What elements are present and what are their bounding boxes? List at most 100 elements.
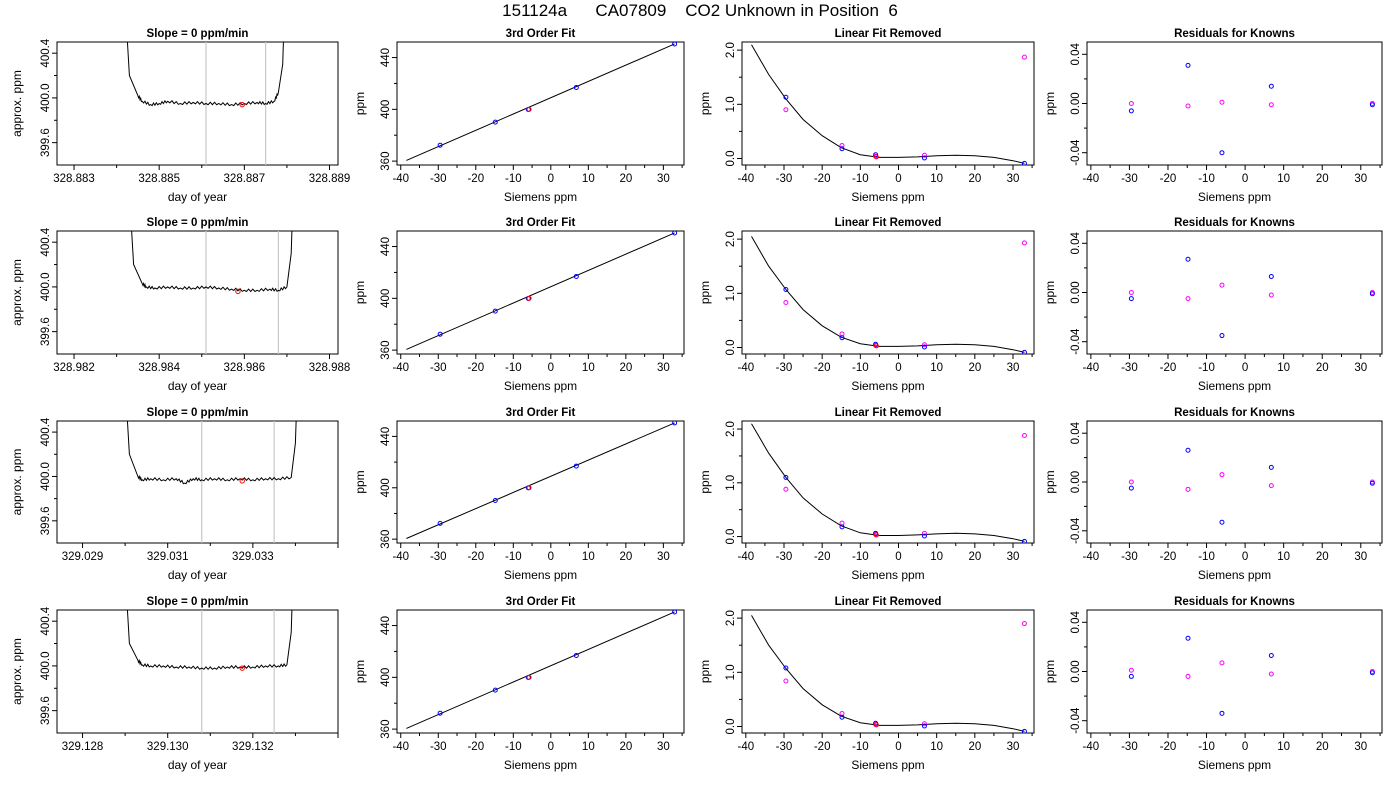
x-tick-label: -10 [505,362,522,374]
panel-title: 3rd Order Fit [506,217,576,229]
x-tick-label: -40 [1083,551,1100,563]
y-axis-label: ppm [353,470,367,493]
panel-title: Residuals for Knowns [1174,28,1295,40]
y-tick-label: 399.6 [40,317,52,346]
unknown-point [873,722,879,728]
y-axis-label: ppm [353,281,367,304]
y-tick-label: 1.0 [725,285,737,301]
unknown-point [873,343,879,349]
fit-curve [751,615,1025,732]
magenta-point [783,486,789,492]
x-tick-label: -30 [430,173,447,185]
fit-line [406,232,675,350]
x-tick-label: -30 [776,362,793,374]
y-tick-label: 440 [380,427,392,446]
magenta-point [1268,483,1274,489]
x-tick-label: 10 [1277,551,1290,563]
panel-title: Slope = 0 ppm/min [147,217,249,229]
x-tick-label: 20 [619,741,632,753]
known-point [1369,670,1375,676]
unknown-point [873,154,879,160]
panel-9: Slope = 0 ppm/min 329.029 329.031 329.033 39… [10,407,339,582]
magenta-point [1219,282,1225,288]
known-point [437,710,443,716]
magenta-point [1219,472,1225,478]
y-axis-label: ppm [353,92,367,115]
x-tick-label: -10 [505,551,522,563]
x-tick-label: -20 [1160,551,1177,563]
x-tick-label: 328.984 [138,362,180,374]
x-tick-label: 20 [968,551,981,563]
known-point [1021,349,1027,354]
known-point [437,142,443,148]
known-point [672,231,678,236]
magenta-point [1268,292,1274,298]
y-tick-label: 2.0 [725,421,737,437]
x-tick-label: 10 [1277,741,1290,753]
known-point [1128,108,1134,114]
x-tick-label: -30 [430,551,447,563]
panel-title: Linear Fit Removed [835,28,942,40]
panel-11: Linear Fit Removed -40 -30 -20 -10 0 10 20 30 0.0… [698,407,1035,582]
y-tick-label: 0.04 [1070,611,1082,634]
x-tick-label: 30 [1354,741,1367,753]
y-tick-label: 400.4 [40,417,52,446]
y-tick-label: 399.6 [40,696,52,725]
panel-title: Residuals for Knowns [1174,217,1295,229]
known-point [783,94,789,100]
x-tick-label: -30 [1121,362,1138,374]
magenta-point [783,678,789,684]
x-tick-label: 30 [1354,173,1367,185]
x-axis-label: Siemens ppm [504,190,577,204]
magenta-point [1185,486,1191,492]
magenta-point [839,142,845,148]
y-axis-label: approx. ppm [10,449,24,516]
known-point [839,335,845,341]
x-axis-label: Siemens ppm [1198,568,1271,582]
y-axis-label: ppm [698,470,712,493]
panel-title: Linear Fit Removed [835,596,942,608]
known-point [1219,333,1225,339]
x-tick-label: 20 [968,173,981,185]
y-tick-label: 1.0 [725,664,737,680]
known-point [839,146,845,152]
x-tick-label: 30 [657,741,670,753]
panel-title: 3rd Order Fit [506,28,576,40]
y-axis-label: ppm [698,92,712,115]
magenta-point [1021,621,1027,627]
plot-frame [1086,609,1383,734]
plot-frame [741,609,1035,734]
magenta-point [1128,479,1134,485]
x-tick-label: -10 [505,173,522,185]
known-point [437,331,443,337]
x-tick-label: 20 [1316,741,1329,753]
plot-frame [56,420,339,544]
y-axis-label: ppm [353,660,367,683]
y-tick-label: 0.00 [1070,471,1082,493]
x-tick-label: 0 [895,551,901,563]
y-tick-label: 0.04 [1070,421,1082,444]
x-tick-label: -10 [852,362,869,374]
magenta-point [1185,296,1191,302]
known-point [1268,83,1274,89]
y-axis-label: approx. ppm [10,70,24,137]
x-tick-label: 0 [548,173,554,185]
magenta-point [783,107,789,113]
x-axis-label: Siemens ppm [851,379,924,393]
y-tick-label: 0.0 [725,529,737,545]
y-tick-label: 400 [380,100,392,119]
x-tick-label: 10 [930,173,943,185]
known-point [1219,150,1225,156]
x-tick-label: -40 [738,551,755,563]
x-axis-label: Siemens ppm [1198,758,1271,772]
magenta-point [921,721,927,727]
x-tick-label: 329.130 [147,741,189,753]
x-tick-label: -40 [392,551,409,563]
x-tick-label: -20 [1160,173,1177,185]
x-tick-label: -20 [1160,741,1177,753]
y-tick-label: 2.0 [725,610,737,626]
y-axis-label: ppm [1043,281,1057,304]
x-tick-label: -30 [776,741,793,753]
y-tick-label: 0.0 [725,718,737,734]
plot-frame [396,609,685,734]
